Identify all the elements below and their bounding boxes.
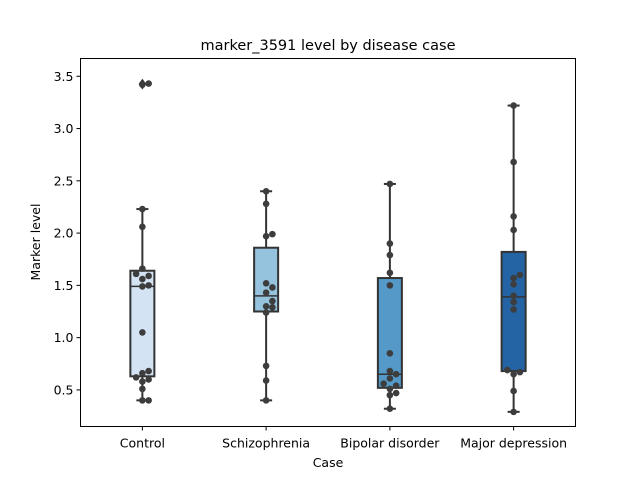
data-point [262, 279, 270, 287]
data-point [139, 265, 146, 272]
data-point [145, 282, 152, 289]
points-layer [132, 80, 524, 416]
data-point [386, 405, 394, 413]
data-point [386, 385, 394, 393]
points-bipolar-disorder [380, 180, 400, 413]
data-point [516, 368, 524, 376]
data-point [262, 377, 270, 384]
y-tick-label: 2.5 [54, 173, 74, 188]
data-point [145, 376, 152, 383]
data-point [139, 205, 146, 213]
data-point [386, 180, 394, 188]
data-point [269, 284, 276, 291]
data-point [386, 240, 394, 247]
x-axis: Control Schizophrenia Bipolar disorder Majo… [120, 426, 567, 451]
data-point [386, 391, 394, 399]
data-point [262, 232, 270, 240]
x-tick-label-control: Control [120, 436, 165, 451]
plot-area-frame [80, 58, 576, 427]
data-point [132, 374, 140, 381]
points-major-depression [504, 102, 524, 416]
data-point [269, 304, 276, 311]
data-point [139, 378, 146, 385]
data-point [139, 81, 146, 88]
x-tick-label-schizophrenia: Schizophrenia [222, 436, 310, 451]
data-point [139, 329, 146, 336]
y-tick-label: 0.5 [54, 382, 74, 397]
data-point [510, 292, 517, 300]
data-point [510, 306, 517, 313]
data-point [510, 370, 517, 378]
data-point [139, 223, 146, 231]
data-point [504, 366, 511, 374]
x-axis-label: Case [313, 455, 344, 470]
data-point [380, 380, 387, 387]
data-point [269, 230, 276, 238]
data-point [262, 200, 270, 208]
data-point [262, 187, 270, 195]
data-point [145, 80, 152, 87]
data-point [510, 158, 517, 166]
y-tick-label: 3.0 [54, 121, 74, 136]
points-schizophrenia [262, 187, 276, 404]
data-point [386, 282, 394, 289]
data-point [139, 283, 146, 290]
y-tick-label: 1.5 [54, 278, 74, 293]
data-point [145, 397, 152, 404]
x-tick-label-bipolar-disorder: Bipolar disorder [340, 436, 440, 451]
y-tick-label: 2.0 [54, 226, 74, 241]
data-point [386, 269, 394, 277]
y-axis: 0.5 1.0 1.5 2.0 2.5 3.0 3.5 [54, 69, 81, 397]
data-point [386, 251, 394, 259]
data-point [139, 369, 146, 377]
data-point [139, 397, 146, 404]
data-point [510, 281, 517, 288]
data-point [386, 375, 394, 382]
data-point [516, 271, 524, 279]
x-tick-label-major-depression: Major depression [460, 436, 567, 451]
data-point [262, 397, 270, 404]
data-point [139, 275, 146, 283]
data-point [386, 367, 394, 375]
data-point [510, 387, 517, 395]
data-point [510, 298, 517, 306]
data-point [145, 367, 152, 375]
data-point [262, 302, 270, 310]
data-point [392, 382, 400, 390]
data-point [139, 385, 146, 393]
points-control [132, 80, 152, 404]
data-point [262, 362, 270, 370]
data-point [262, 289, 270, 296]
data-point [262, 309, 270, 316]
y-tick-label: 1.0 [54, 330, 74, 345]
data-point [510, 102, 517, 109]
data-point [386, 350, 394, 357]
y-tick-label: 3.5 [54, 69, 74, 84]
data-point [510, 226, 517, 234]
data-point [510, 213, 517, 220]
chart-title: marker_3591 level by disease case [201, 38, 456, 54]
y-axis-label: Marker level [28, 204, 43, 281]
data-point [145, 272, 152, 280]
data-point [269, 297, 276, 305]
data-point [392, 389, 400, 397]
data-point [510, 408, 517, 416]
data-point [392, 370, 400, 378]
data-point [510, 274, 517, 282]
data-point [132, 270, 140, 278]
